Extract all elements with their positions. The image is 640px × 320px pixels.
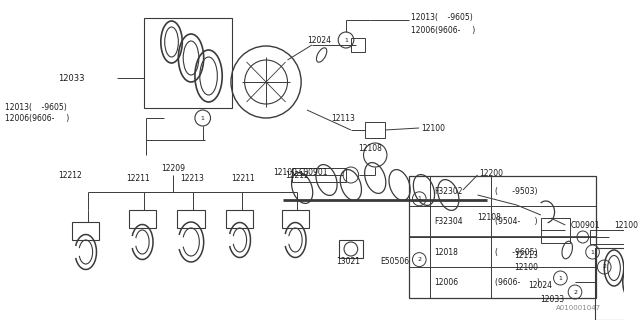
Text: 12024: 12024 [307, 36, 331, 44]
Text: 2: 2 [417, 257, 421, 262]
Text: 12200: 12200 [479, 169, 504, 178]
Bar [292, 168, 346, 182]
Text: C00901: C00901 [570, 220, 600, 229]
Text: 12209: 12209 [161, 164, 185, 172]
Text: 12213: 12213 [180, 173, 204, 182]
Bar [541, 218, 570, 243]
Text: 12113: 12113 [515, 251, 538, 260]
Text: 12033: 12033 [540, 295, 564, 305]
Text: 12211: 12211 [231, 173, 255, 182]
Text: 12033: 12033 [58, 74, 85, 83]
Text: F32302: F32302 [434, 187, 462, 196]
Text: 1: 1 [344, 37, 348, 43]
Text: (      -9605): ( -9605) [495, 247, 538, 257]
Bar [144, 18, 232, 108]
Bar [339, 240, 362, 258]
Text: 2: 2 [573, 290, 577, 294]
Text: 12108: 12108 [477, 212, 501, 221]
Bar [226, 210, 253, 228]
Text: 12024: 12024 [528, 281, 552, 290]
Text: A010001047: A010001047 [556, 305, 601, 311]
Bar [589, 230, 640, 244]
Bar [408, 176, 596, 298]
Text: 12212: 12212 [285, 171, 309, 180]
Text: 12006(9606-     ): 12006(9606- ) [5, 114, 69, 123]
Text: 12113: 12113 [332, 114, 355, 123]
Text: 12100: 12100 [614, 220, 638, 229]
Text: E50506: E50506 [380, 258, 409, 267]
Text: 12211: 12211 [127, 173, 150, 182]
Text: 12018: 12018 [434, 247, 458, 257]
Bar [129, 210, 156, 228]
Text: (9606-       ): (9606- ) [495, 278, 540, 287]
Text: C00901: C00901 [298, 167, 328, 177]
Text: 12013(    -9605): 12013( -9605) [5, 102, 67, 111]
Text: 12100: 12100 [515, 263, 539, 273]
Bar [595, 248, 640, 320]
Text: 1: 1 [591, 250, 595, 254]
Bar [351, 38, 365, 52]
Bar [72, 222, 99, 240]
Text: (      -9503): ( -9503) [495, 187, 538, 196]
Text: 1: 1 [201, 116, 205, 121]
Text: F32304: F32304 [434, 217, 463, 226]
Text: 12100: 12100 [421, 124, 445, 132]
Bar [282, 210, 309, 228]
Text: 12212: 12212 [58, 171, 82, 180]
Bar [365, 122, 385, 138]
Text: 12013(    -9605): 12013( -9605) [412, 12, 473, 21]
Text: 12108: 12108 [358, 143, 383, 153]
Text: 12100: 12100 [273, 167, 297, 177]
Text: 12006(9606-     ): 12006(9606- ) [412, 26, 476, 35]
Text: (9504-      ): (9504- ) [495, 217, 538, 226]
Text: 1: 1 [417, 196, 421, 201]
Text: 12006: 12006 [434, 278, 458, 287]
Text: 1: 1 [559, 276, 563, 281]
Text: 2: 2 [602, 265, 606, 269]
Bar [177, 210, 205, 228]
Text: 13021: 13021 [336, 258, 360, 267]
